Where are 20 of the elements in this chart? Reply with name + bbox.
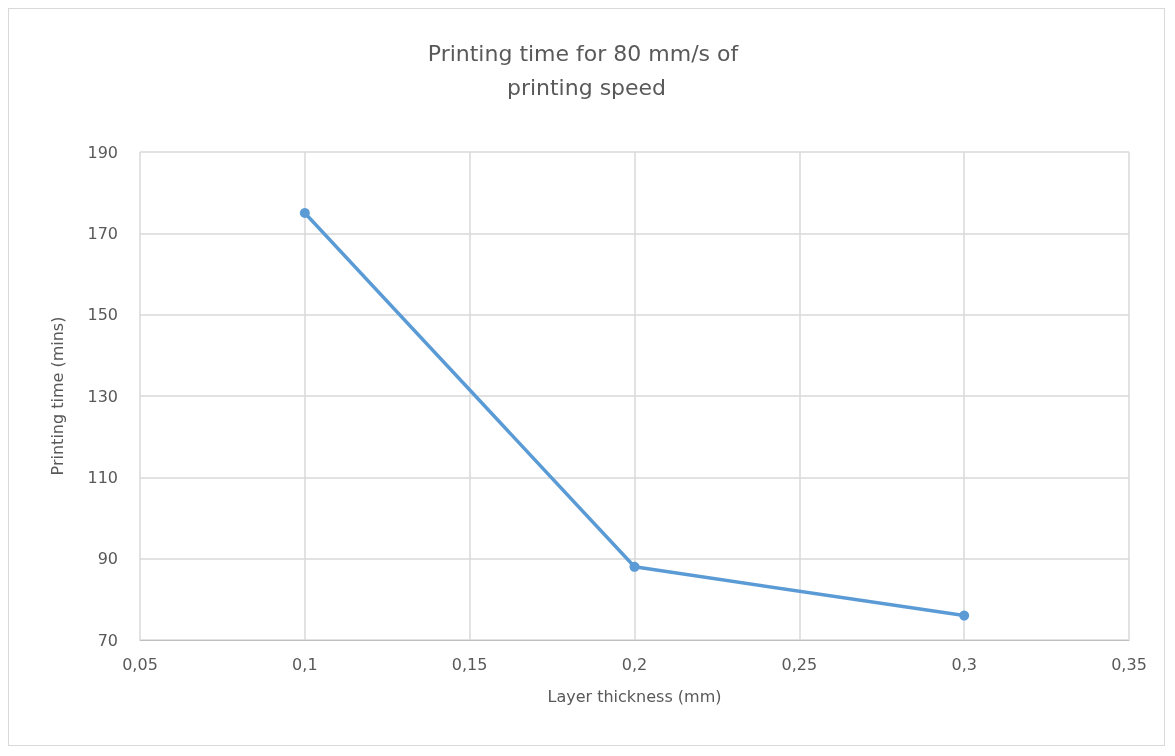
y-axis-title: Printing time (mins) xyxy=(47,316,67,476)
point xyxy=(299,208,310,218)
y-tick-label: 70 xyxy=(97,630,118,650)
y-tick-label: 110 xyxy=(87,467,118,487)
y-tick-label: 150 xyxy=(87,305,118,325)
x-tick-label: 0,25 xyxy=(781,654,818,674)
x-tick-label: 0,15 xyxy=(451,654,488,674)
chart-title: Printing time for 80 mm/s of printing speed xyxy=(427,40,746,100)
x-tick-label: 0,2 xyxy=(621,654,648,674)
x-tick-label: 0,3 xyxy=(951,654,977,674)
y-tick-label: 190 xyxy=(87,142,118,162)
x-tick-label: 0,05 xyxy=(122,654,158,674)
x-tick-label: 0,35 xyxy=(1111,654,1147,674)
point xyxy=(959,610,970,621)
y-tick-label: 130 xyxy=(87,386,118,406)
point xyxy=(629,561,640,572)
y-tick-label: 170 xyxy=(87,223,118,243)
x-axis-title: Layer thickness (mm) xyxy=(547,686,722,706)
y-tick-label: 90 xyxy=(97,549,118,569)
x-tick-label: 0,1 xyxy=(292,654,318,674)
